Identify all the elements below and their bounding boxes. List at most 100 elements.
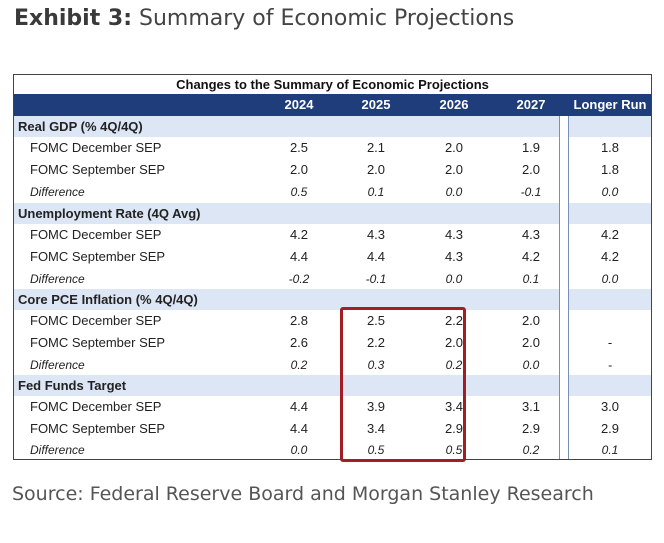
longer-run-divider-header — [559, 94, 569, 116]
table-header-row: 2024 2025 2026 2027 Longer Run — [14, 94, 651, 116]
cell: 0.2 — [522, 443, 540, 457]
cell: 1.9 — [521, 140, 541, 155]
cell: 0.0 — [522, 358, 540, 372]
cell: 3.4 — [444, 399, 464, 414]
cell: -0.1 — [365, 272, 387, 286]
cell: 4.4 — [289, 249, 309, 264]
row-label: FOMC September SEP — [30, 421, 166, 436]
cell: 2.8 — [289, 313, 309, 328]
section-unemployment: Unemployment Rate (4Q Avg) — [14, 203, 651, 224]
cell: -0.1 — [520, 185, 542, 199]
cell: 4.2 — [521, 249, 541, 264]
cell: 0.3 — [367, 358, 385, 372]
cell: 2.0 — [521, 335, 541, 350]
table-caption: Changes to the Summary of Economic Proje… — [176, 77, 489, 92]
cell: 0.0 — [601, 272, 619, 286]
header-2024: 2024 — [284, 97, 314, 112]
row-label: Difference — [30, 358, 85, 372]
table-row: Difference 0.5 0.1 0.0 -0.1 0.0 — [14, 181, 651, 203]
section-title: Fed Funds Target — [18, 378, 127, 393]
exhibit-title: Exhibit 3: Summary of Economic Projectio… — [14, 6, 514, 31]
cell: 1.8 — [600, 140, 620, 155]
section-fed-funds: Fed Funds Target — [14, 375, 651, 396]
section-core-pce: Core PCE Inflation (% 4Q/4Q) — [14, 289, 651, 310]
cell: 0.1 — [522, 272, 540, 286]
table-row: FOMC December SEP 4.4 3.9 3.4 3.1 3.0 — [14, 396, 651, 418]
cell: 2.2 — [444, 313, 464, 328]
cell: 2.1 — [366, 140, 386, 155]
cell: 2.6 — [289, 335, 309, 350]
cell: 2.5 — [366, 313, 386, 328]
row-label: Difference — [30, 185, 85, 199]
cell: -0.2 — [288, 272, 310, 286]
cell: 0.0 — [445, 272, 463, 286]
cell: 4.2 — [289, 227, 309, 242]
cell: 2.2 — [366, 335, 386, 350]
cell: 0.0 — [445, 185, 463, 199]
cell: 3.1 — [521, 399, 541, 414]
row-label: Difference — [30, 443, 85, 457]
cell: 0.1 — [601, 443, 619, 457]
row-label: Difference — [30, 272, 85, 286]
cell: 2.5 — [289, 140, 309, 155]
cell: 1.8 — [600, 162, 620, 177]
cell: 4.4 — [289, 399, 309, 414]
cell: 0.5 — [290, 185, 308, 199]
cell: 0.0 — [290, 443, 308, 457]
cell: 4.2 — [600, 249, 620, 264]
section-title: Real GDP (% 4Q/4Q) — [18, 119, 143, 134]
header-2025: 2025 — [361, 97, 391, 112]
section-title: Unemployment Rate (4Q Avg) — [18, 206, 201, 221]
row-label: FOMC September SEP — [30, 162, 166, 177]
source-note: Source: Federal Reserve Board and Morgan… — [12, 483, 594, 505]
cell: - — [607, 335, 613, 350]
cell: 2.9 — [521, 421, 541, 436]
cell: 0.5 — [445, 443, 463, 457]
cell: 0.2 — [290, 358, 308, 372]
header-2027: 2027 — [516, 97, 546, 112]
cell: 4.3 — [521, 227, 541, 242]
section-title: Core PCE Inflation (% 4Q/4Q) — [18, 292, 198, 307]
projections-table: Changes to the Summary of Economic Proje… — [13, 74, 652, 460]
row-label: FOMC December SEP — [30, 227, 162, 242]
row-label: FOMC December SEP — [30, 140, 162, 155]
cell: 0.5 — [367, 443, 385, 457]
row-label: FOMC September SEP — [30, 335, 166, 350]
highlight-box — [340, 307, 466, 462]
cell: 4.2 — [600, 227, 620, 242]
cell: 2.0 — [289, 162, 309, 177]
cell: - — [608, 358, 612, 372]
table-row: FOMC December SEP 4.2 4.3 4.3 4.3 4.2 — [14, 224, 651, 246]
table-row: Difference 0.0 0.5 0.5 0.2 0.1 — [14, 439, 651, 461]
cell: 0.1 — [367, 185, 385, 199]
cell: 4.3 — [366, 227, 386, 242]
cell: 2.0 — [444, 162, 464, 177]
table-row: FOMC December SEP 2.8 2.5 2.2 2.0 — [14, 310, 651, 332]
section-real-gdp: Real GDP (% 4Q/4Q) — [14, 116, 651, 137]
cell: 2.9 — [600, 421, 620, 436]
cell: 4.4 — [289, 421, 309, 436]
cell: 2.0 — [444, 335, 464, 350]
table-row: FOMC December SEP 2.5 2.1 2.0 1.9 1.8 — [14, 137, 651, 159]
table-row: FOMC September SEP 2.0 2.0 2.0 2.0 1.8 — [14, 159, 651, 181]
exhibit-label: Exhibit 3: — [14, 6, 132, 31]
table-row: Difference 0.2 0.3 0.2 0.0 - — [14, 354, 651, 376]
cell: 2.0 — [444, 140, 464, 155]
table-row: Difference -0.2 -0.1 0.0 0.1 0.0 — [14, 268, 651, 290]
exhibit-title-text: Summary of Economic Projections — [139, 6, 515, 31]
row-label: FOMC December SEP — [30, 313, 162, 328]
cell: 2.0 — [366, 162, 386, 177]
cell: 2.0 — [521, 162, 541, 177]
cell: 0.0 — [601, 185, 619, 199]
header-longer-run: Longer Run — [573, 97, 647, 112]
longer-run-divider — [559, 94, 569, 459]
cell: 3.0 — [600, 399, 620, 414]
cell: 2.0 — [521, 313, 541, 328]
table-row: FOMC September SEP 4.4 3.4 2.9 2.9 2.9 — [14, 418, 651, 440]
table-row: FOMC September SEP 2.6 2.2 2.0 2.0 - — [14, 332, 651, 354]
header-2026: 2026 — [439, 97, 469, 112]
cell: 3.4 — [366, 421, 386, 436]
row-label: FOMC December SEP — [30, 399, 162, 414]
row-label: FOMC September SEP — [30, 249, 166, 264]
cell: 2.9 — [444, 421, 464, 436]
